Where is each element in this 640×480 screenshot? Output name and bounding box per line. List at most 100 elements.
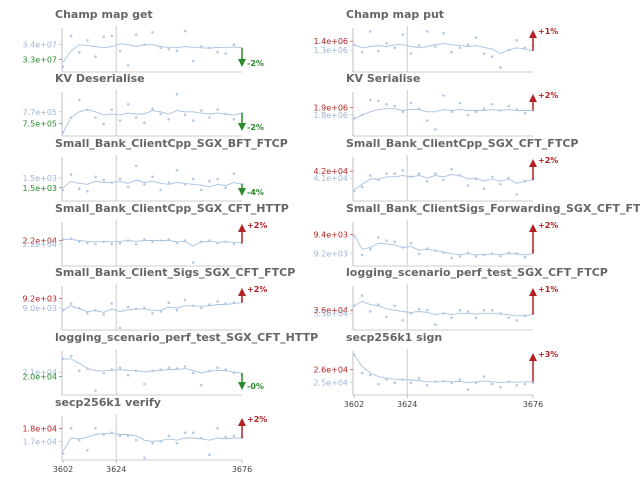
trend-line: [353, 174, 534, 191]
data-point: [499, 109, 502, 112]
data-point: [143, 456, 146, 460]
y-tick-label: 2.0e+04: [22, 373, 57, 382]
data-point: [401, 110, 405, 114]
data-point: [499, 312, 502, 315]
y-tick-label: 1.8e+06: [313, 111, 348, 120]
y-tick-label: 9.4e+03: [313, 230, 348, 239]
data-point: [474, 36, 478, 39]
data-point: [216, 300, 219, 303]
data-point: [482, 253, 486, 257]
data-point: [151, 312, 154, 315]
data-point: [134, 33, 138, 36]
y-tick-label: 4.2e+04: [313, 167, 348, 176]
data-point: [417, 107, 421, 110]
data-point: [86, 312, 89, 315]
data-point: [482, 107, 486, 110]
y-tick-label: 1.3e+06: [313, 46, 348, 55]
data-point: [126, 239, 130, 242]
data-point: [458, 46, 462, 50]
data-point: [208, 369, 211, 373]
data-point: [232, 242, 236, 246]
trend-line: [62, 109, 243, 133]
data-point: [409, 381, 413, 385]
panel-title: Small_Bank_Client_Sigs_SGX_CFT_FTCP: [55, 266, 295, 279]
data-point: [216, 427, 219, 430]
data-point: [216, 366, 219, 370]
panel-10: logging_scenario_perf_test_SGX_CFT_FTCP 3…: [313, 266, 608, 331]
data-point: [224, 52, 227, 55]
data-point: [425, 30, 429, 33]
data-point: [385, 172, 388, 175]
data-point: [393, 240, 397, 244]
data-point: [491, 103, 494, 106]
panel-1: Champ map get 3.4e+07 3.3e+07 -2%: [22, 8, 264, 73]
data-point: [466, 43, 470, 46]
data-point: [224, 435, 227, 439]
data-point: [466, 388, 470, 392]
data-point: [425, 247, 429, 250]
data-point: [417, 307, 421, 311]
data-point: [425, 384, 429, 387]
data-point: [110, 431, 114, 435]
trend-line: [353, 354, 533, 384]
data-point: [151, 369, 154, 373]
data-point: [352, 43, 356, 46]
change-arrow-up-icon: [238, 288, 246, 296]
data-point: [69, 355, 73, 358]
data-point: [507, 316, 510, 320]
data-point: [191, 261, 195, 264]
data-point: [143, 121, 146, 125]
data-point: [86, 190, 89, 193]
data-point: [232, 43, 236, 46]
data-point: [360, 294, 364, 298]
data-point: [232, 118, 236, 121]
data-point: [110, 34, 114, 38]
data-point: [69, 173, 73, 176]
data-point: [515, 252, 518, 255]
data-point: [191, 371, 195, 375]
data-point: [409, 52, 413, 55]
data-point: [401, 378, 405, 381]
data-point: [134, 438, 138, 442]
data-point: [425, 308, 429, 312]
data-point: [458, 254, 462, 258]
data-point: [442, 94, 445, 97]
data-point: [175, 49, 179, 53]
data-point: [86, 449, 89, 452]
trend-line: [353, 108, 533, 120]
data-point: [175, 367, 179, 370]
data-point: [377, 236, 380, 239]
trend-line: [62, 302, 243, 313]
data-point: [442, 32, 445, 35]
data-point: [208, 303, 211, 306]
data-point: [151, 31, 154, 34]
panel-title: Champ map get: [55, 8, 153, 21]
data-point: [143, 43, 146, 46]
panel-title: KV Deserialise: [55, 72, 145, 85]
data-point: [499, 385, 502, 389]
data-point: [352, 353, 356, 356]
y-tick-label: 4.1e+04: [313, 174, 348, 183]
data-point: [102, 240, 105, 244]
data-point: [167, 181, 171, 184]
data-point: [110, 368, 114, 371]
data-point: [208, 179, 211, 183]
data-point: [450, 110, 453, 114]
data-point: [159, 188, 162, 192]
data-point: [208, 116, 211, 119]
data-point: [86, 367, 89, 370]
data-point: [216, 108, 219, 111]
data-point: [102, 178, 105, 182]
data-point: [216, 177, 219, 181]
data-point: [232, 301, 236, 305]
data-point: [102, 433, 105, 436]
data-point: [369, 373, 372, 377]
data-point: [377, 99, 380, 103]
data-point: [191, 59, 195, 63]
panel-6: Small_Bank_ClientCpp_SGX_CFT_FTCP 4.2e+04…: [313, 137, 578, 202]
data-point: [369, 174, 372, 177]
data-point: [352, 190, 356, 193]
trend-line: [63, 239, 243, 247]
y-tick-label: 7.7e+05: [22, 108, 57, 117]
data-point: [224, 302, 227, 305]
